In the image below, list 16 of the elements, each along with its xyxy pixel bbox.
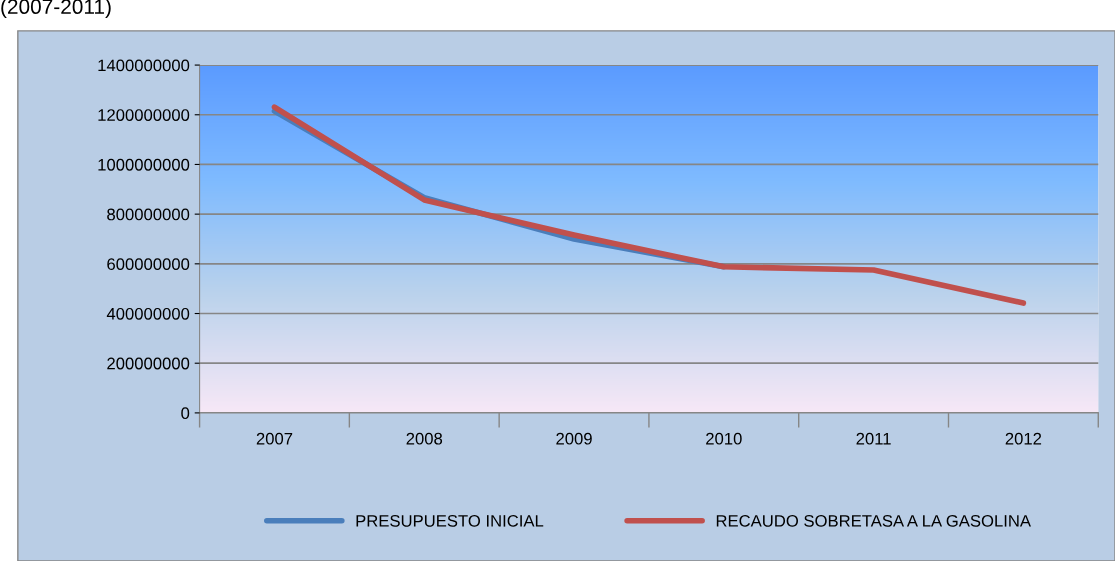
y-tick-label: 600000000: [107, 258, 190, 271]
y-tick-label: 200000000: [107, 357, 190, 370]
y-tick-label: 1200000000: [98, 109, 190, 121]
legend-label: RECAUDO SOBRETASA A LA GASOLINA: [716, 514, 1031, 527]
x-tick-label: 2007: [256, 432, 293, 445]
x-tick-label: 2011: [856, 432, 891, 445]
y-tick-label: 1000000000: [98, 158, 190, 171]
legend-label: PRESUPUESTO INICIAL: [356, 514, 544, 527]
x-tick-label: 2010: [706, 432, 742, 445]
y-tick-label: 400000000: [106, 307, 190, 320]
y-tick-label: 1400000000: [98, 59, 190, 72]
x-tick-label: 2012: [1005, 432, 1042, 445]
x-tick-label: 2008: [406, 432, 443, 445]
y-tick-label: 0: [181, 407, 190, 420]
x-tick-label: 2009: [556, 432, 592, 445]
y-tick-label: 800000000: [107, 208, 190, 221]
